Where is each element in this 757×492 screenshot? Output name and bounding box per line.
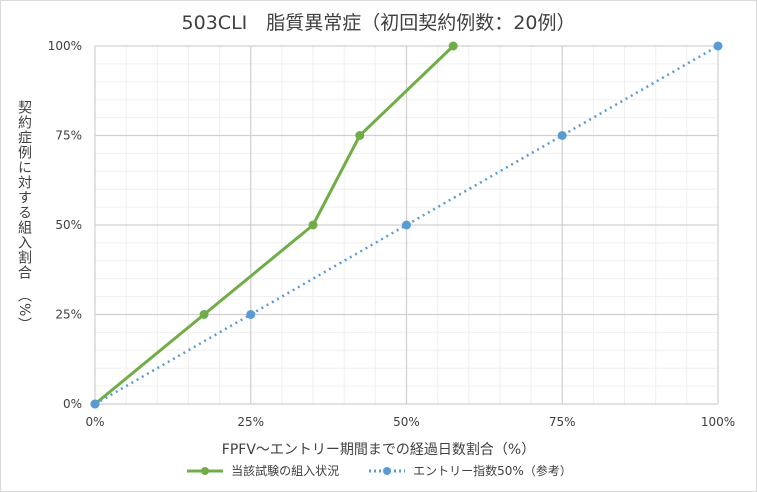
x-tick-label: 0% [85,415,104,429]
series-1-point [308,220,318,230]
series-layer [90,41,723,409]
series-2-point [713,41,723,51]
series-2-point [246,310,256,319]
series-2-point [402,220,411,230]
tick-labels: 0% 25% 50% 75% 100% 0% 25% 50% 75% 100% [48,39,735,429]
series-1-point [355,131,365,140]
legend: 当該試験の組入状況 エントリー指数50%（参考） [0,462,757,479]
legend-label-series-1: 当該試験の組入状況 [231,464,340,478]
y-tick-label: 50% [55,218,82,232]
x-tick-label: 75% [549,415,576,429]
legend-label-series-2: エントリー指数50%（参考） [413,464,572,478]
chart-title: 503CLI 脂質異常症（初回契約例数：20例） [181,12,576,34]
y-tick-label: 100% [48,39,82,53]
y-tick-label: 75% [55,129,82,143]
legend-swatch-series-1 [187,466,224,475]
x-tick-label: 100% [701,415,735,429]
series-1-point [448,41,458,51]
series-2-point [557,131,567,140]
legend-swatch-series-2 [369,466,406,475]
y-axis-label: 契約症例に対する組入割合 （%） [16,100,32,333]
x-tick-label: 25% [237,415,264,429]
series-1-point [199,310,209,319]
x-axis-label: FPFV～エントリー期間までの経過日数割合（%） [221,442,536,458]
series-2-point [90,399,100,409]
x-tick-label: 50% [393,415,420,429]
y-tick-label: 25% [55,308,82,322]
y-tick-label: 0% [63,397,82,411]
legend-item-series-1: 当該試験の組入状況 [185,462,339,479]
legend-item-series-2: エントリー指数50%（参考） [367,462,572,479]
